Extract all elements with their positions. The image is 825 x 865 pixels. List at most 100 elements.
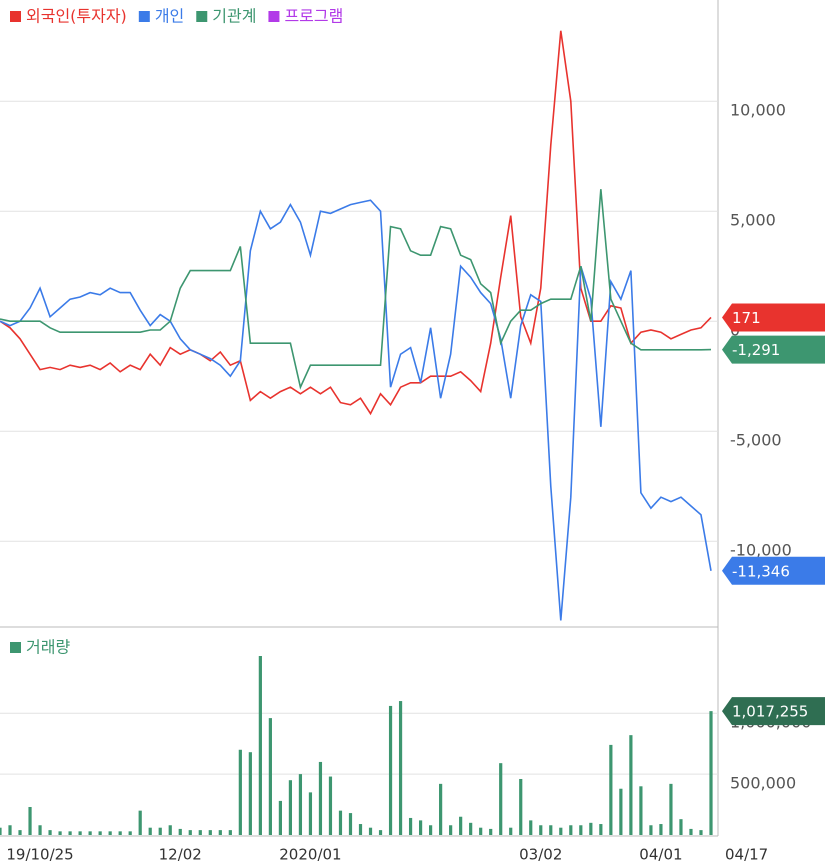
legend-label: 프로그램 (284, 7, 343, 26)
volume-bar (378, 830, 383, 835)
volume-bar (449, 825, 453, 835)
value-tag (722, 697, 825, 726)
x-tick-label: 12/02 (159, 846, 202, 864)
volume-bar (268, 718, 272, 835)
x-tick-label: 04/01 (639, 846, 682, 864)
volume-bar (318, 761, 323, 835)
volume-bar (418, 820, 423, 835)
volume-bar (609, 744, 613, 835)
volume-bar (368, 827, 373, 835)
volume-bar (168, 825, 172, 835)
volume-bar (479, 827, 483, 835)
volume-bar (489, 828, 493, 835)
volume-bar (308, 792, 313, 835)
volume-bar (158, 827, 162, 835)
volume-bar (198, 830, 202, 835)
x-tick-label: 04/17 (725, 846, 768, 864)
value-tag-label: 171 (732, 309, 761, 327)
volume-bar (0, 827, 2, 835)
volume-bar (228, 830, 232, 835)
volume-bar (539, 825, 543, 835)
volume-bar (338, 810, 343, 835)
volume-bar (549, 825, 553, 835)
volume-bar (28, 806, 32, 835)
value-tag (722, 556, 825, 585)
y-tick-label: 5,000 (730, 211, 776, 230)
legend-label: 기관계 (212, 7, 256, 26)
value-tag-label: -1,291 (732, 341, 780, 359)
volume-bar (48, 830, 52, 835)
legend-label: 개인 (155, 7, 184, 26)
volume-bar (188, 830, 192, 835)
volume-bar (288, 780, 293, 835)
volume-bar (208, 830, 212, 835)
volume-bar (689, 828, 693, 835)
volume-bar (118, 831, 122, 835)
volume-bar (519, 778, 523, 835)
volume-bar (639, 786, 643, 835)
volume-bar (569, 825, 573, 835)
volume-bar (649, 825, 653, 835)
y-tick-label: -10,000 (730, 541, 792, 560)
volume-bar (669, 783, 673, 835)
volume-bar (108, 831, 112, 835)
x-tick-label: 19/10/25 (6, 846, 73, 864)
volume-bar (679, 819, 683, 835)
volume-bar (98, 831, 102, 835)
volume-bar (248, 752, 252, 835)
volume-bar (499, 763, 503, 835)
x-tick-label: 2020/01 (279, 846, 341, 864)
volume-bar (178, 828, 182, 835)
volume-bar (709, 711, 713, 835)
value-tag-label: 1,017,255 (732, 703, 808, 721)
volume-bar (38, 825, 42, 835)
volume-bar (459, 816, 463, 835)
volume-bar (68, 831, 72, 835)
volume-bar (348, 813, 353, 835)
volume-bar (148, 827, 152, 835)
volume-bar (18, 830, 22, 835)
volume-bar (328, 776, 333, 835)
y-tick-label: 10,000 (730, 101, 786, 120)
volume-bar (699, 830, 703, 835)
volume-bar (529, 820, 533, 835)
volume-bar (579, 825, 583, 835)
volume-bar (358, 824, 363, 835)
volume-bar (218, 830, 222, 835)
series-line (0, 199, 712, 621)
volume-bar (238, 749, 242, 835)
volume-bar (439, 783, 443, 835)
legend-label: 거래량 (26, 638, 70, 657)
volume-bar (128, 831, 132, 835)
volume-bar (659, 824, 663, 835)
volume-bar (629, 735, 633, 835)
volume-bar (8, 825, 12, 835)
x-tick-label: 03/02 (519, 846, 562, 864)
legend-label: 외국인(투자자) (26, 7, 127, 26)
volume-bar (589, 822, 593, 835)
volume-bar (138, 810, 142, 835)
volume-bar (398, 701, 403, 835)
volume-bar (408, 817, 413, 835)
legend-swatch (268, 11, 280, 22)
legend-swatch (10, 642, 21, 653)
volume-bar (429, 825, 433, 835)
volume-bar (559, 827, 563, 835)
volume-bar (58, 831, 62, 835)
volume-bar (88, 831, 92, 835)
value-tag (722, 335, 825, 364)
value-tag-label: -11,346 (732, 562, 790, 580)
volume-bar (619, 788, 623, 835)
volume-bar (298, 774, 303, 835)
volume-bar (258, 656, 262, 835)
series-line (0, 189, 712, 390)
value-tag (722, 303, 825, 332)
volume-bar (388, 705, 393, 835)
volume-bar (469, 822, 473, 835)
volume-bar (278, 800, 282, 835)
legend-swatch (138, 11, 150, 22)
legend-swatch (10, 11, 21, 22)
y-tick-label: -5,000 (730, 431, 782, 450)
volume-bar (509, 827, 513, 835)
